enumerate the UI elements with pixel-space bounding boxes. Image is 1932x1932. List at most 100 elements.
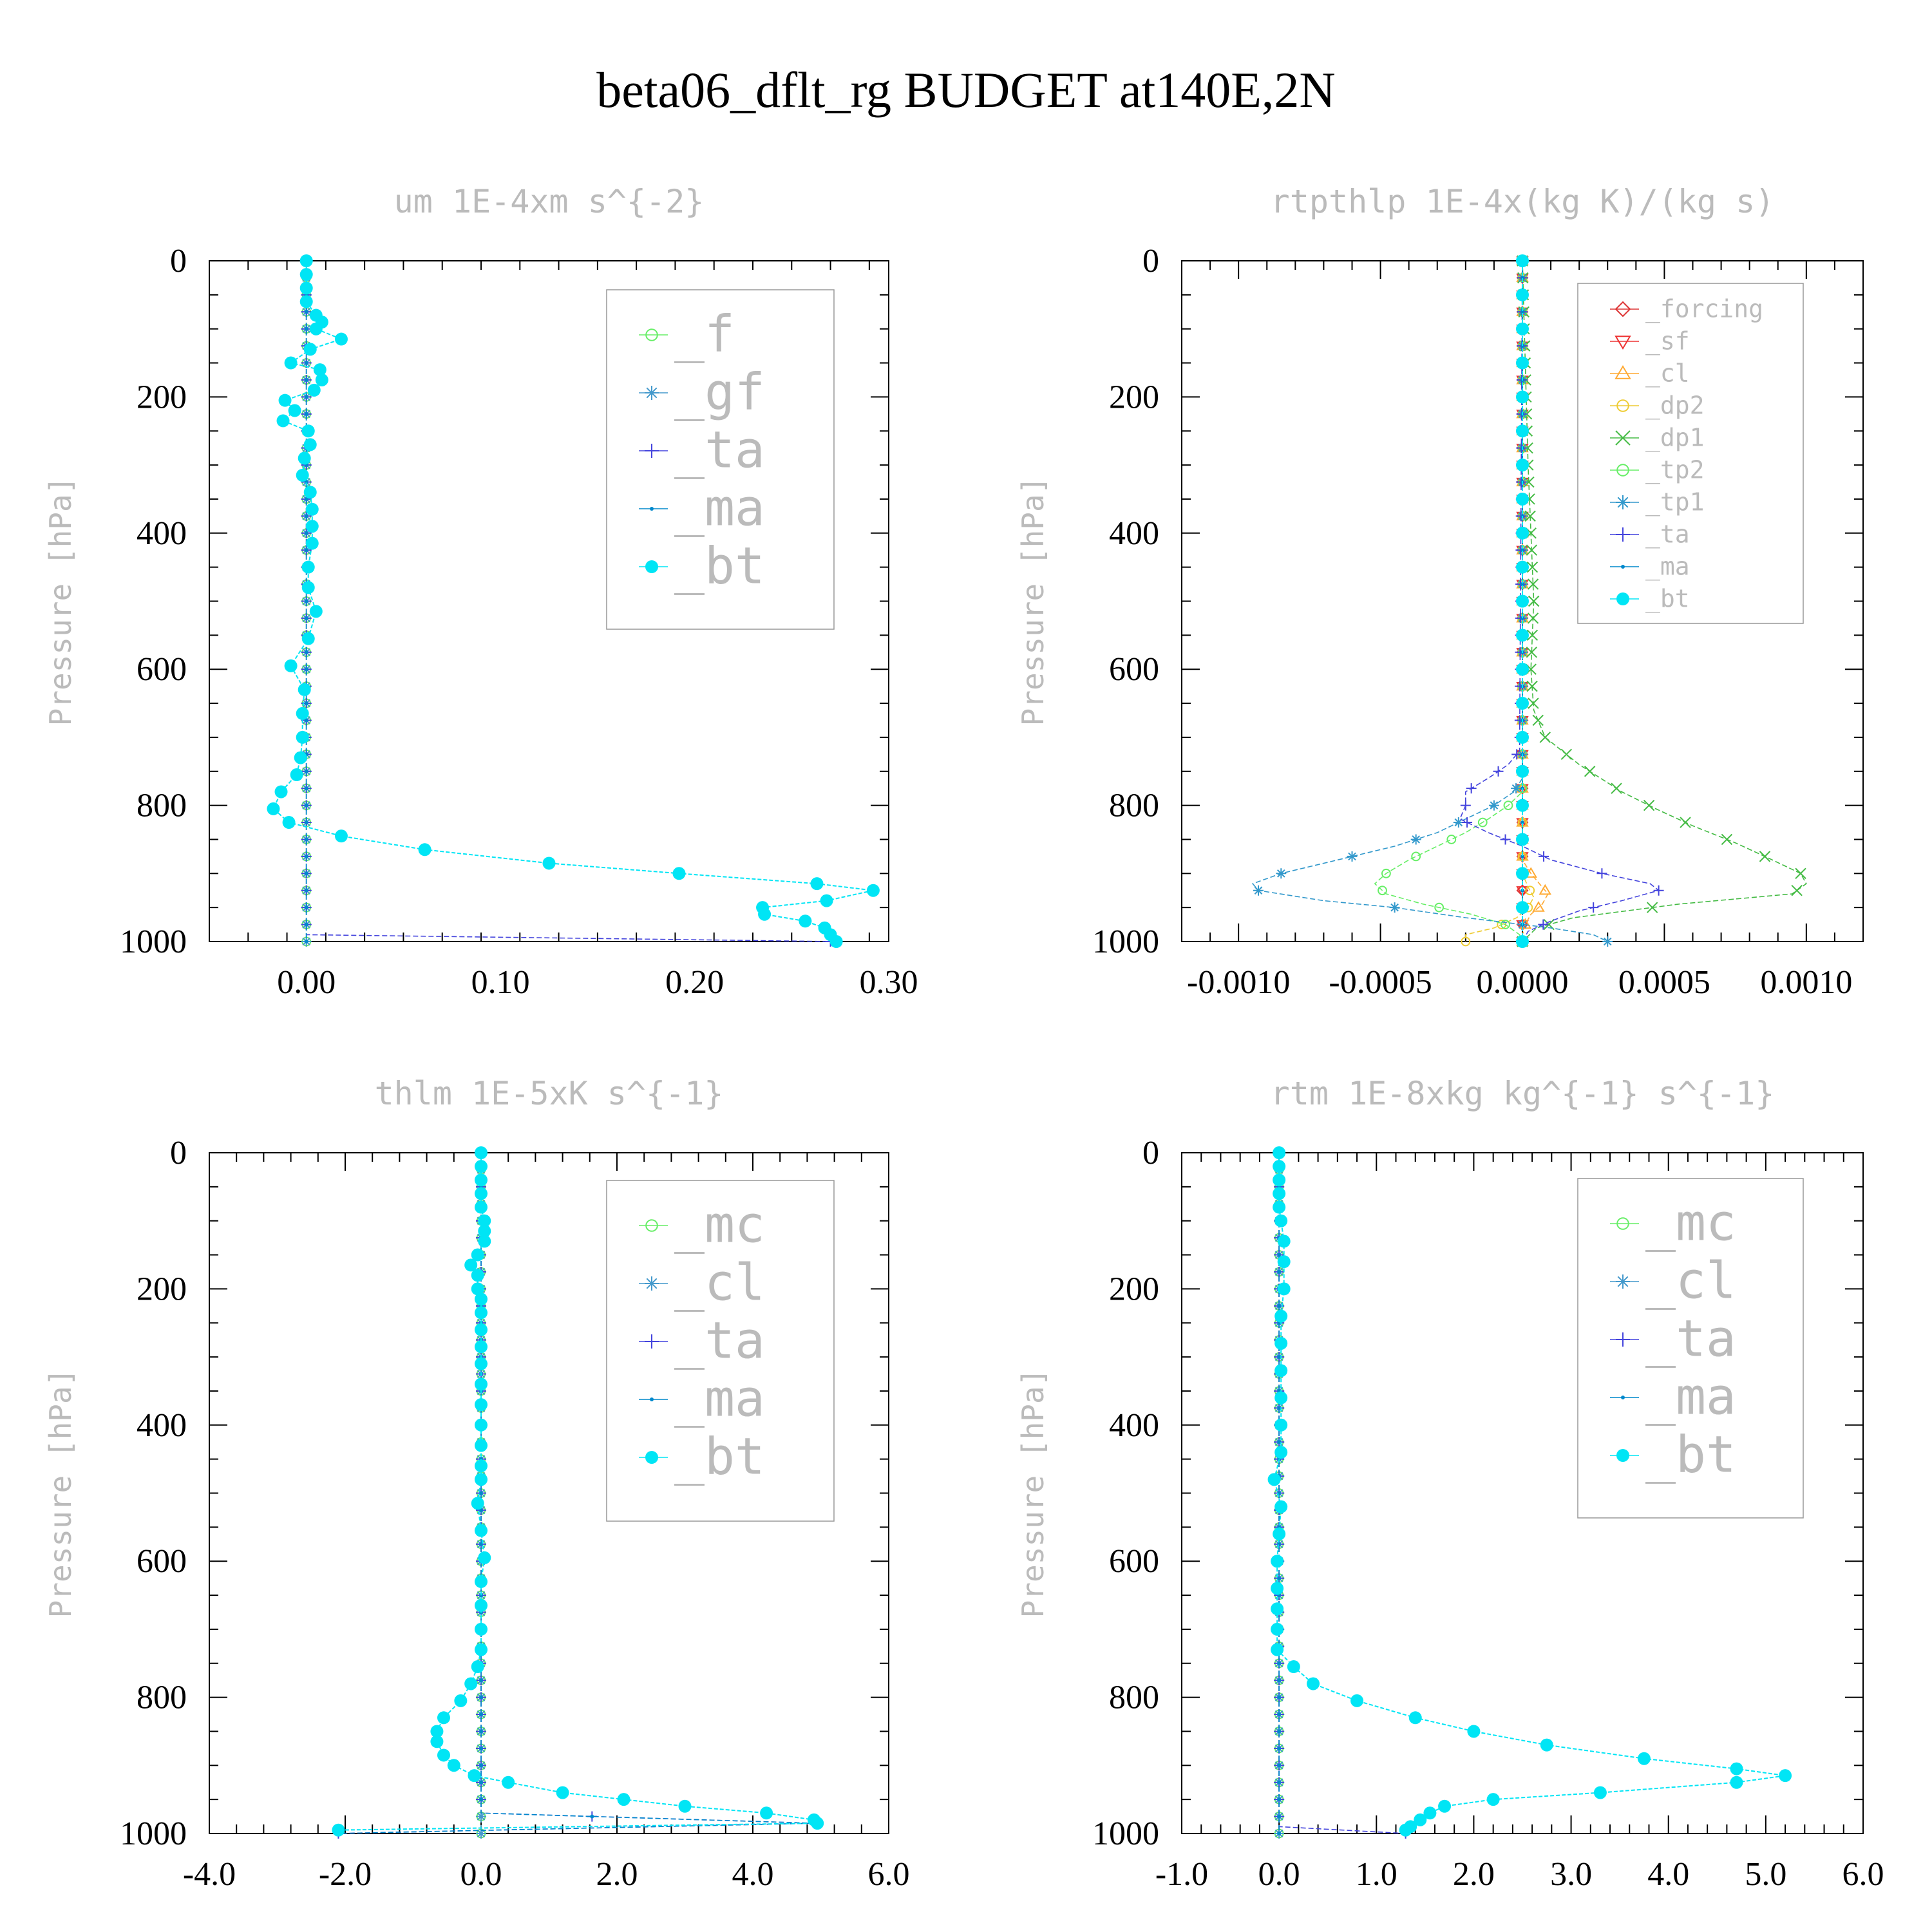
plus-marker xyxy=(1596,868,1607,879)
dot-marker xyxy=(304,769,308,773)
dot-marker xyxy=(304,905,308,910)
y-axis-title: Pressure [hPa] xyxy=(43,1368,78,1618)
bt-marker xyxy=(1274,1446,1288,1459)
bt-marker xyxy=(274,785,288,799)
legend-label: _tp1 xyxy=(1645,488,1705,517)
legend-label: _gf xyxy=(674,364,765,422)
asterisk-marker xyxy=(1410,834,1421,845)
asterisk-marker xyxy=(1511,783,1522,794)
dot-marker xyxy=(1520,310,1524,314)
bt-marker xyxy=(1271,1582,1284,1595)
plus-marker xyxy=(1653,885,1664,896)
legend: _forcing _sf _cl _dp2 _dp1 _tp2 _tp1 _ta _ma _bt xyxy=(1577,283,1804,624)
x-marker xyxy=(1526,647,1538,658)
bt-marker xyxy=(1414,1813,1427,1826)
y-tick-label: 600 xyxy=(1109,651,1159,688)
circle-marker xyxy=(1434,902,1444,913)
bt-marker xyxy=(475,1575,488,1588)
bt-marker xyxy=(303,486,317,499)
bt-marker xyxy=(1516,254,1529,267)
bt-marker xyxy=(418,843,431,857)
circle-marker xyxy=(645,328,658,341)
dot-marker xyxy=(1277,1763,1282,1768)
dot-marker xyxy=(304,871,308,876)
bt-marker xyxy=(1516,322,1529,336)
dot-marker xyxy=(1277,1678,1282,1683)
bt-marker xyxy=(309,322,323,336)
dot-marker xyxy=(304,310,308,314)
dot-marker xyxy=(1277,1355,1282,1359)
bt-marker xyxy=(282,816,296,829)
dot-marker xyxy=(304,667,308,672)
x-marker xyxy=(1611,782,1622,794)
bt-marker xyxy=(1273,1527,1286,1540)
dot-marker xyxy=(1520,820,1524,825)
legend-label: _bt xyxy=(1645,585,1690,614)
bt-marker xyxy=(454,1694,468,1707)
bt-marker xyxy=(1730,1762,1743,1776)
dot-marker xyxy=(1621,1396,1625,1399)
series-bt xyxy=(1267,1146,1792,1837)
dot-marker xyxy=(1277,1661,1282,1665)
x-marker xyxy=(1528,595,1540,607)
series-tp1 xyxy=(1251,256,1613,947)
bt-marker xyxy=(475,1200,488,1214)
x-tick-label: 5.0 xyxy=(1745,1856,1786,1893)
x-marker xyxy=(1791,885,1803,896)
bt-marker xyxy=(1271,1622,1284,1636)
circle-marker xyxy=(1525,886,1535,896)
dot-marker xyxy=(1520,582,1524,587)
bt-marker xyxy=(1516,560,1529,574)
dot-marker xyxy=(1277,1746,1282,1750)
legend-box xyxy=(1577,283,1804,624)
series-tp2 xyxy=(1374,256,1528,947)
asterisk-marker xyxy=(1347,851,1358,862)
legend-label: _ma xyxy=(674,480,765,538)
bt-marker xyxy=(1274,1391,1288,1405)
bt-marker xyxy=(1516,288,1529,301)
x-tick-label: 0.0 xyxy=(1258,1856,1300,1893)
dot-marker xyxy=(304,377,308,382)
bt-marker xyxy=(1516,594,1529,608)
series-line xyxy=(1251,261,1608,942)
bt-marker xyxy=(464,1258,478,1272)
bt-marker xyxy=(471,1269,484,1282)
bt-marker xyxy=(1274,1364,1288,1378)
asterisk-marker xyxy=(1389,902,1400,913)
dot-marker xyxy=(304,327,308,331)
bt-marker xyxy=(1516,764,1529,778)
dot-marker xyxy=(1277,1303,1282,1308)
bt-marker xyxy=(475,1146,488,1159)
dot-marker xyxy=(479,1763,483,1768)
bt-marker xyxy=(267,802,280,815)
bt-marker xyxy=(475,1340,488,1354)
x-tick-label: 6.0 xyxy=(868,1856,910,1893)
bt-marker xyxy=(284,356,298,370)
legend-label: _ma xyxy=(1645,1368,1736,1426)
dot-marker xyxy=(304,820,308,825)
y-tick-label: 600 xyxy=(137,1543,187,1580)
chart-panel-2: rtpthlp 1E-4x(kg K)/(kg s) Pressure [hPa]… xyxy=(1016,183,1864,1001)
x-tick-label: -0.0005 xyxy=(1329,964,1432,1001)
x-tick-label: 0.0000 xyxy=(1477,964,1569,1001)
panel-title: rtm 1E-8xkg kg^{-1} s^{-1} xyxy=(1271,1075,1775,1112)
dot-marker xyxy=(304,548,308,553)
x-marker xyxy=(1646,902,1658,913)
x-tick-label: 6.0 xyxy=(1842,1856,1884,1893)
bt-marker xyxy=(278,393,292,407)
asterisk-marker xyxy=(645,386,659,400)
y-tick-label: 400 xyxy=(1109,515,1159,552)
dot-marker xyxy=(304,395,308,399)
bt-marker xyxy=(475,1173,488,1187)
dot-marker xyxy=(479,1695,483,1700)
bt-marker xyxy=(1540,1738,1553,1752)
y-tick-label: 800 xyxy=(137,1680,187,1716)
legend-label: _sf xyxy=(1645,327,1690,356)
series-dp1 xyxy=(1517,255,1807,947)
bt-marker xyxy=(475,1357,488,1370)
y-tick-label: 800 xyxy=(1109,788,1159,824)
bt-marker xyxy=(475,1293,488,1306)
page-title: beta06_dflt_rg BUDGET at140E,2N xyxy=(596,62,1336,118)
x-marker xyxy=(1795,867,1806,880)
